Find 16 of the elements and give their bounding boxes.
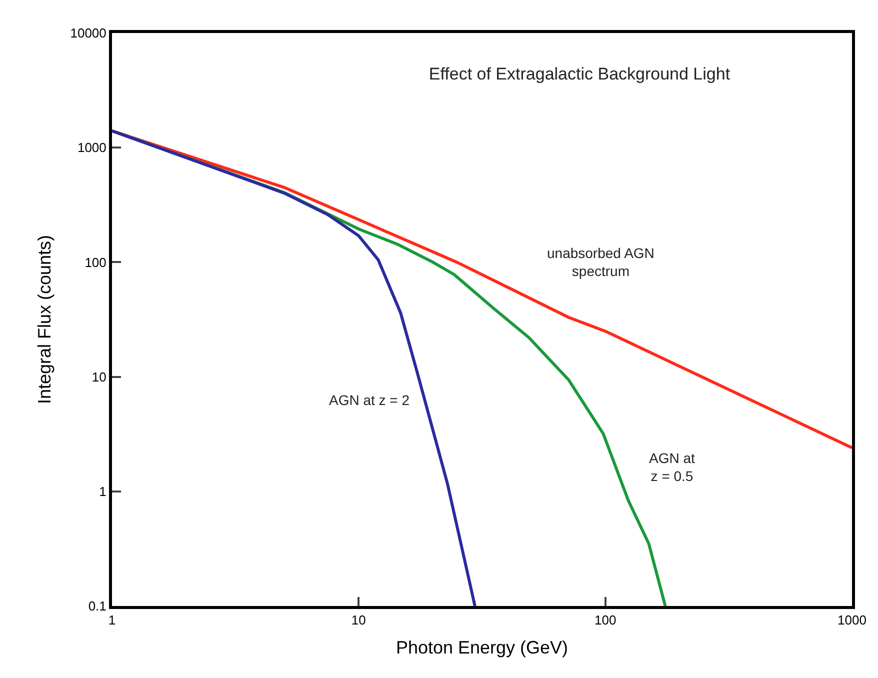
annotation: unabsorbed AGN spectrum	[547, 245, 654, 280]
annotation: AGN at z = 0.5	[649, 450, 696, 484]
x-tick-label: 1000	[838, 612, 866, 628]
y-tick-label: 100	[84, 254, 106, 270]
annotation: AGN at z = 2	[329, 392, 410, 408]
x-tick-label: 1	[108, 612, 116, 628]
y-tick-label: 1000	[77, 140, 106, 156]
y-tick-label: 0.1	[88, 598, 106, 614]
x-axis-title: Photon Energy (GeV)	[396, 638, 568, 658]
y-tick-label: 10	[92, 369, 106, 384]
y-tick-label: 1	[99, 484, 106, 499]
y-tick-label: 10000	[70, 26, 106, 41]
x-tick-label: 10	[351, 612, 366, 628]
x-tick-label: 100	[594, 612, 616, 628]
y-axis-title: Integral Flux (counts)	[34, 234, 54, 404]
text: Effect of Extragalactic Background Light	[428, 64, 730, 84]
